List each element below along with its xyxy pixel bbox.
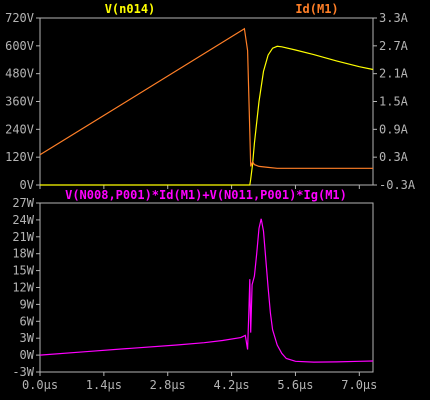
y-tick-label: 15W — [12, 264, 34, 278]
y-tick-label: 360V — [5, 95, 34, 109]
series-line-power — [39, 218, 374, 363]
x-tick-label: 0.0µs — [22, 378, 58, 392]
y-tick-label: 3W — [20, 331, 35, 345]
y2-tick-label: 2.7A — [379, 39, 409, 53]
y-tick-label: 240V — [5, 122, 34, 136]
y2-tick-label: 0.3A — [379, 150, 409, 164]
x-tick-label: 2.8µs — [150, 378, 186, 392]
y-tick-label: 12W — [12, 281, 34, 295]
y-tick-label: 120V — [5, 150, 34, 164]
y-tick-label: 18W — [12, 247, 34, 261]
y2-tick-label: 3.3A — [379, 11, 409, 25]
y-tick-label: -3W — [12, 365, 34, 379]
y-tick-label: 600V — [5, 39, 34, 53]
x-tick-label: 4.2µs — [214, 378, 250, 392]
y-tick-label: 0V — [20, 178, 34, 192]
y-tick-label: 720V — [5, 11, 34, 25]
y-tick-label: 6W — [20, 314, 35, 328]
y2-tick-label: 2.1A — [379, 67, 409, 81]
y2-tick-label: 0.9A — [379, 122, 409, 136]
legend-v-n014: V(n014) — [105, 2, 156, 16]
legend-id-m1: Id(M1) — [295, 2, 338, 16]
y-tick-label: 9W — [20, 297, 35, 311]
series-line-v-n014 — [40, 45, 374, 186]
bottom-pane: V(N008,P001)*Id(M1)+V(N011,P001)*Ig(M1) … — [12, 188, 377, 392]
top-pane: V(n014) Id(M1) 0V 120V 240V 360V 480V 600V 720… — [5, 2, 416, 192]
x-tick-label: 5.6µs — [277, 378, 313, 392]
y2-tick-label: 1.5A — [379, 95, 409, 109]
y-tick-label: 21W — [12, 230, 34, 244]
y-tick-label: 0W — [20, 348, 35, 362]
x-tick-label: 1.4µs — [86, 378, 122, 392]
y-tick-label: 24W — [12, 213, 34, 227]
y-tick-label: 27W — [12, 196, 34, 210]
legend-power: V(N008,P001)*Id(M1)+V(N011,P001)*Ig(M1) — [65, 188, 347, 202]
y2-tick-label: -0.3A — [379, 178, 416, 192]
y-tick-label: 480V — [5, 67, 34, 81]
x-tick-label: 7.0µs — [341, 378, 377, 392]
series-line-id-m1 — [39, 27, 373, 169]
